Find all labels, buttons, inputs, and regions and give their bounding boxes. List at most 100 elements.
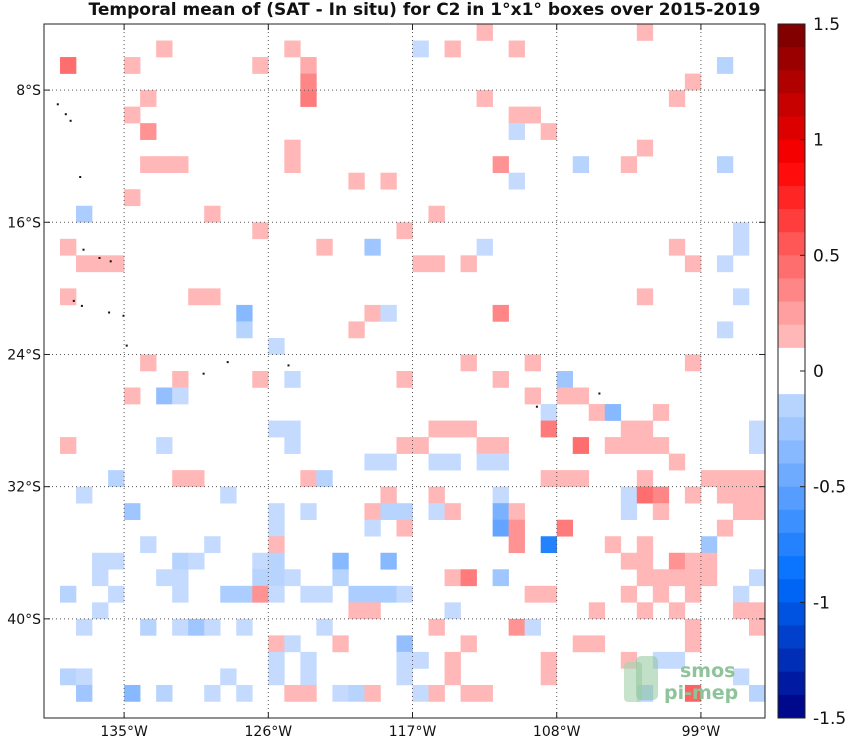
heatmap-cell bbox=[556, 371, 574, 388]
heatmap-cell bbox=[284, 156, 301, 174]
heatmap-cell bbox=[684, 635, 702, 653]
heatmap-cell bbox=[428, 205, 445, 223]
heatmap-cell bbox=[364, 602, 381, 620]
heatmap-cell bbox=[364, 453, 381, 471]
y-tick-label: 24°S bbox=[7, 347, 41, 363]
heatmap-cell bbox=[156, 684, 173, 702]
heatmap-cell bbox=[732, 668, 750, 686]
heatmap-cell bbox=[748, 684, 766, 702]
heatmap-cell bbox=[108, 470, 125, 487]
island-marker bbox=[80, 304, 83, 307]
heatmap-cell bbox=[652, 404, 670, 421]
y-axis-ticks: 8°S 16°S 24°S 32°S 40°S bbox=[7, 83, 765, 628]
heatmap-cell bbox=[284, 635, 301, 653]
heatmap-cell bbox=[412, 255, 429, 273]
heatmap-cell bbox=[316, 238, 333, 256]
heatmap-cell bbox=[620, 437, 638, 454]
heatmap-cell bbox=[668, 453, 686, 471]
heatmap-cell bbox=[300, 470, 317, 487]
heatmap-cell bbox=[284, 569, 301, 587]
heatmap-cell bbox=[444, 602, 461, 620]
island-marker bbox=[287, 364, 290, 367]
heatmap-cell bbox=[460, 255, 477, 273]
heatmap-cell bbox=[140, 123, 157, 140]
heatmap-cell bbox=[492, 453, 509, 471]
heatmap-cell bbox=[252, 552, 269, 570]
colorbar-segment bbox=[778, 347, 805, 372]
heatmap-cell bbox=[668, 569, 686, 587]
heatmap-cell bbox=[428, 684, 445, 702]
heatmap-cell bbox=[636, 536, 654, 554]
heatmap-cell bbox=[492, 371, 509, 388]
colorbar-segment bbox=[778, 463, 805, 488]
heatmap-cell bbox=[220, 668, 237, 686]
heatmap-cell bbox=[684, 585, 702, 603]
heatmap-cell bbox=[236, 304, 253, 322]
heatmap-cell bbox=[316, 618, 333, 636]
heatmap-cell bbox=[76, 618, 93, 636]
heatmap-cell bbox=[700, 552, 718, 570]
x-tick-label: 108°W bbox=[533, 724, 581, 739]
heatmap-cell bbox=[588, 635, 606, 653]
heatmap-cell bbox=[636, 288, 654, 306]
heatmap-cell bbox=[540, 404, 558, 421]
colorbar-segment bbox=[778, 116, 805, 141]
heatmap-cell bbox=[636, 486, 654, 504]
heatmap-cell bbox=[300, 585, 317, 603]
heatmap-cell bbox=[540, 668, 558, 686]
heatmap-cell bbox=[268, 651, 285, 669]
heatmap-cell bbox=[124, 503, 141, 521]
heatmap-cell bbox=[620, 585, 638, 603]
heatmap-cell bbox=[524, 106, 541, 124]
heatmap-cell bbox=[684, 73, 702, 91]
heatmap-cell bbox=[508, 172, 525, 190]
heatmap-cell bbox=[396, 651, 413, 669]
heatmap-cell bbox=[108, 255, 125, 273]
heatmap-cell bbox=[460, 684, 477, 702]
heatmap-cell bbox=[748, 420, 766, 438]
island-markers bbox=[56, 103, 601, 408]
heatmap-cell bbox=[140, 156, 157, 174]
heatmap-cell bbox=[540, 651, 558, 669]
heatmap-cell bbox=[716, 255, 734, 273]
heatmap-cell bbox=[652, 437, 670, 454]
heatmap-cell bbox=[428, 453, 445, 471]
heatmap-cell bbox=[380, 486, 397, 504]
heatmap-cell bbox=[172, 371, 189, 388]
heatmap-cell bbox=[572, 437, 590, 454]
heatmap-cell bbox=[396, 635, 413, 653]
colorbar-ticks: 1.5 1 0.5 0 -0.5 -1 -1.5 bbox=[800, 15, 846, 729]
heatmap-cell bbox=[748, 569, 766, 587]
x-tick-label: 99°W bbox=[682, 724, 721, 739]
heatmap-cell bbox=[508, 123, 525, 140]
heatmap-cell bbox=[716, 486, 734, 504]
heatmap-cell bbox=[604, 536, 622, 554]
y-tick-label: 32°S bbox=[7, 480, 41, 496]
colorbar-segment bbox=[778, 209, 805, 233]
heatmap-cell bbox=[508, 40, 525, 58]
colorbar-segment bbox=[778, 255, 805, 279]
heatmap-cell bbox=[524, 618, 541, 636]
heatmap-cell bbox=[268, 585, 285, 603]
heatmap-cell bbox=[748, 503, 766, 521]
heatmap-cell bbox=[124, 189, 141, 207]
heatmap-cell bbox=[348, 684, 365, 702]
heatmap-cell bbox=[252, 57, 269, 74]
heatmap-cell bbox=[252, 585, 269, 603]
colorbar-segment bbox=[778, 509, 805, 534]
heatmap-cell bbox=[524, 354, 541, 372]
heatmap-cell bbox=[316, 470, 333, 487]
heatmap-cell bbox=[588, 602, 606, 620]
heatmap-cell bbox=[124, 684, 141, 702]
heatmap-cell bbox=[236, 684, 253, 702]
heatmap-cell bbox=[364, 519, 381, 537]
heatmap-cell bbox=[428, 420, 445, 438]
heatmap-cell bbox=[76, 205, 93, 223]
heatmap-cells bbox=[60, 24, 766, 702]
heatmap-cell bbox=[636, 24, 654, 41]
colorbar-segment bbox=[778, 278, 805, 302]
heatmap-cell bbox=[540, 123, 558, 140]
heatmap-cell bbox=[300, 73, 317, 91]
heatmap-cell bbox=[156, 387, 173, 405]
